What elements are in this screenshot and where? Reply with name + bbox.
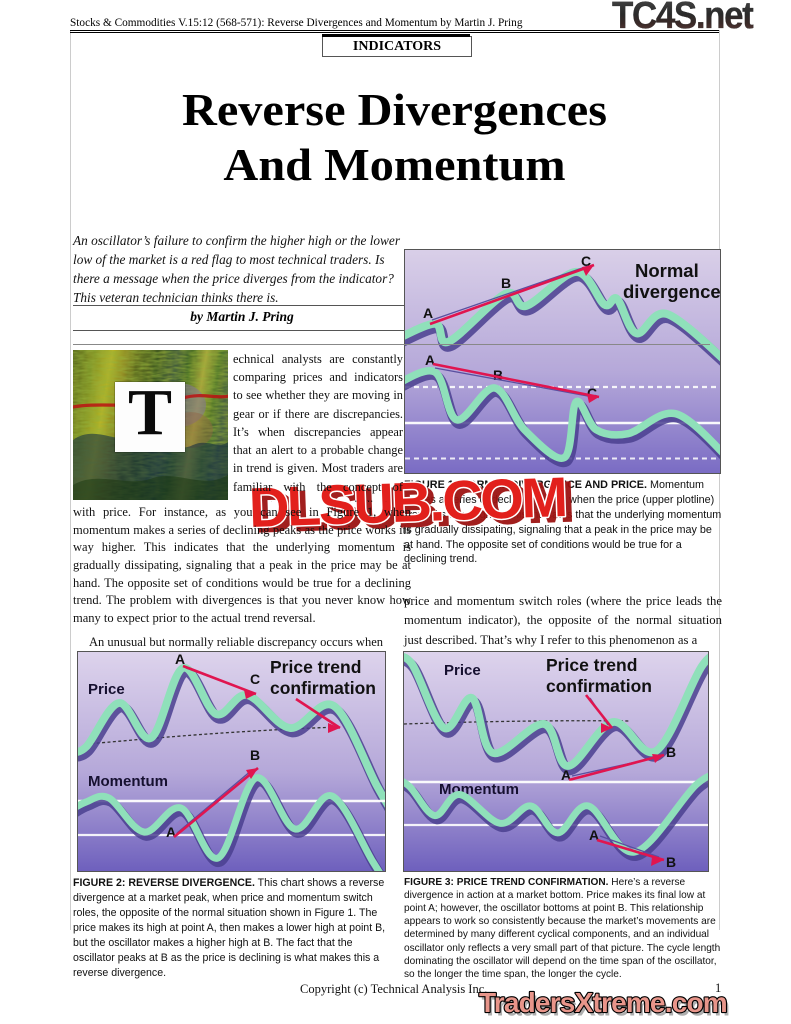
- svg-text:A: A: [425, 352, 435, 368]
- svg-text:Normal: Normal: [635, 260, 699, 281]
- svg-text:C: C: [250, 671, 260, 687]
- svg-text:confirmation: confirmation: [270, 678, 376, 698]
- svg-text:B: B: [501, 275, 511, 291]
- svg-text:TradersXtreme.com: TradersXtreme.com: [479, 987, 727, 1018]
- svg-text:A: A: [423, 305, 433, 321]
- svg-text:Price trend: Price trend: [546, 655, 637, 675]
- svg-text:B: B: [666, 854, 676, 870]
- svg-text:B: B: [250, 747, 260, 763]
- svg-text:Momentum: Momentum: [88, 773, 168, 790]
- svg-text:Price trend: Price trend: [270, 657, 361, 677]
- svg-text:Price: Price: [88, 681, 125, 698]
- svg-text:A: A: [175, 652, 185, 667]
- svg-text:divergence: divergence: [623, 281, 720, 302]
- svg-text:Price: Price: [444, 662, 481, 679]
- svg-text:confirmation: confirmation: [546, 676, 652, 696]
- svg-text:TC4S.net: TC4S.net: [612, 0, 754, 36]
- svg-text:B: B: [666, 744, 676, 760]
